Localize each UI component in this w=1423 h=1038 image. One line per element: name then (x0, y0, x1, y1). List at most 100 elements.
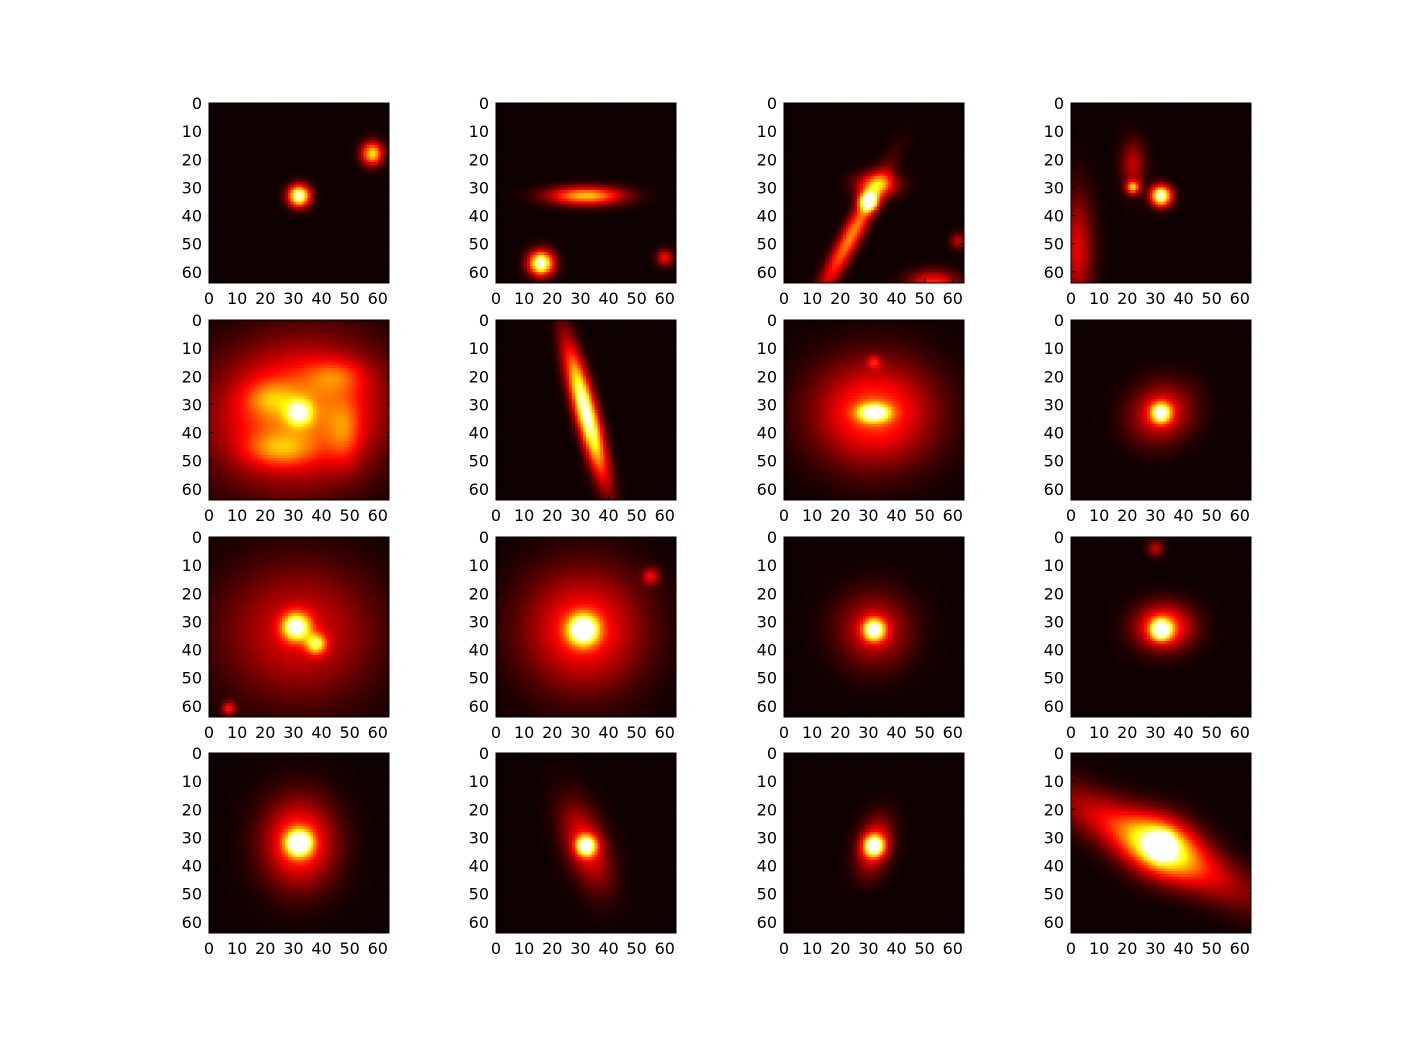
y-tick-label: 10 (182, 122, 202, 141)
axes-frame (208, 319, 390, 501)
y-tick-label: 60 (1044, 913, 1064, 932)
x-tick-label: 10 (514, 939, 534, 958)
y-tick-label: 20 (757, 584, 777, 603)
x-tick-label: 40 (311, 289, 331, 308)
y-tick-label: 50 (182, 452, 202, 471)
axes-frame (1070, 102, 1252, 284)
y-tick-label: 60 (757, 913, 777, 932)
x-tick-label: 60 (943, 289, 963, 308)
x-tick-label: 10 (802, 506, 822, 525)
x-tick-label: 40 (886, 723, 906, 742)
x-tick-label: 50 (914, 723, 934, 742)
y-tick-label: 30 (182, 828, 202, 847)
x-tick-label: 50 (339, 506, 359, 525)
y-tick-label: 60 (182, 697, 202, 716)
axes-frame (495, 752, 677, 934)
y-tick-label: 0 (767, 528, 777, 547)
y-tick-label: 20 (182, 800, 202, 819)
x-tick-label: 50 (914, 939, 934, 958)
galaxy-image (209, 537, 389, 717)
y-tick-label: 50 (469, 235, 489, 254)
galaxy-image (1071, 753, 1251, 933)
x-tick-label: 0 (1066, 506, 1076, 525)
y-tick-label: 10 (757, 556, 777, 575)
galaxy-image (209, 320, 389, 500)
axes-frame (1070, 536, 1252, 718)
x-tick-label: 60 (1230, 289, 1250, 308)
x-tick-label: 20 (830, 939, 850, 958)
x-tick-label: 40 (1173, 723, 1193, 742)
y-tick-label: 0 (192, 94, 202, 113)
x-tick-label: 40 (311, 506, 331, 525)
y-tick-label: 40 (182, 207, 202, 226)
x-tick-label: 20 (255, 723, 275, 742)
y-tick-label: 50 (469, 452, 489, 471)
y-tick-label: 30 (757, 395, 777, 414)
y-tick-label: 30 (182, 612, 202, 631)
axes-frame (783, 536, 965, 718)
x-tick-label: 0 (204, 723, 214, 742)
x-tick-label: 30 (283, 289, 303, 308)
x-tick-label: 10 (227, 939, 247, 958)
x-tick-label: 60 (1230, 939, 1250, 958)
y-tick-label: 50 (182, 235, 202, 254)
x-tick-label: 20 (255, 939, 275, 958)
axes-frame (783, 319, 965, 501)
x-tick-label: 60 (1230, 506, 1250, 525)
y-tick-label: 60 (1044, 697, 1064, 716)
axes-frame (783, 752, 965, 934)
y-tick-label: 10 (757, 339, 777, 358)
x-tick-label: 50 (914, 289, 934, 308)
y-tick-label: 10 (1044, 772, 1064, 791)
x-tick-label: 60 (943, 939, 963, 958)
x-tick-label: 20 (1117, 506, 1137, 525)
x-tick-label: 10 (227, 506, 247, 525)
y-tick-label: 0 (192, 528, 202, 547)
y-tick-label: 40 (469, 207, 489, 226)
y-tick-label: 40 (757, 857, 777, 876)
y-tick-label: 60 (1044, 263, 1064, 282)
galaxy-image (784, 103, 964, 283)
x-tick-label: 0 (1066, 723, 1076, 742)
y-tick-label: 50 (757, 669, 777, 688)
y-tick-label: 50 (1044, 885, 1064, 904)
y-tick-label: 10 (757, 772, 777, 791)
y-tick-label: 30 (469, 395, 489, 414)
y-tick-label: 30 (1044, 395, 1064, 414)
y-tick-label: 40 (1044, 857, 1064, 876)
y-tick-label: 20 (1044, 150, 1064, 169)
x-tick-label: 60 (368, 939, 388, 958)
x-tick-label: 50 (626, 289, 646, 308)
x-tick-label: 40 (1173, 289, 1193, 308)
y-tick-label: 60 (182, 913, 202, 932)
x-tick-label: 30 (1145, 289, 1165, 308)
y-tick-label: 60 (1044, 480, 1064, 499)
x-tick-label: 40 (1173, 506, 1193, 525)
x-tick-label: 40 (598, 939, 618, 958)
y-tick-label: 60 (469, 913, 489, 932)
x-tick-label: 60 (368, 289, 388, 308)
x-tick-label: 60 (368, 506, 388, 525)
y-tick-label: 50 (757, 885, 777, 904)
x-tick-label: 0 (491, 506, 501, 525)
y-tick-label: 30 (182, 178, 202, 197)
x-tick-label: 60 (655, 506, 675, 525)
y-tick-label: 40 (182, 641, 202, 660)
x-tick-label: 20 (255, 289, 275, 308)
x-tick-label: 20 (542, 723, 562, 742)
y-tick-label: 40 (469, 641, 489, 660)
x-tick-label: 60 (1230, 723, 1250, 742)
x-tick-label: 40 (886, 506, 906, 525)
y-tick-label: 20 (757, 150, 777, 169)
y-tick-label: 40 (182, 424, 202, 443)
y-tick-label: 30 (469, 828, 489, 847)
y-tick-label: 40 (757, 424, 777, 443)
x-tick-label: 10 (227, 723, 247, 742)
y-tick-label: 60 (469, 263, 489, 282)
